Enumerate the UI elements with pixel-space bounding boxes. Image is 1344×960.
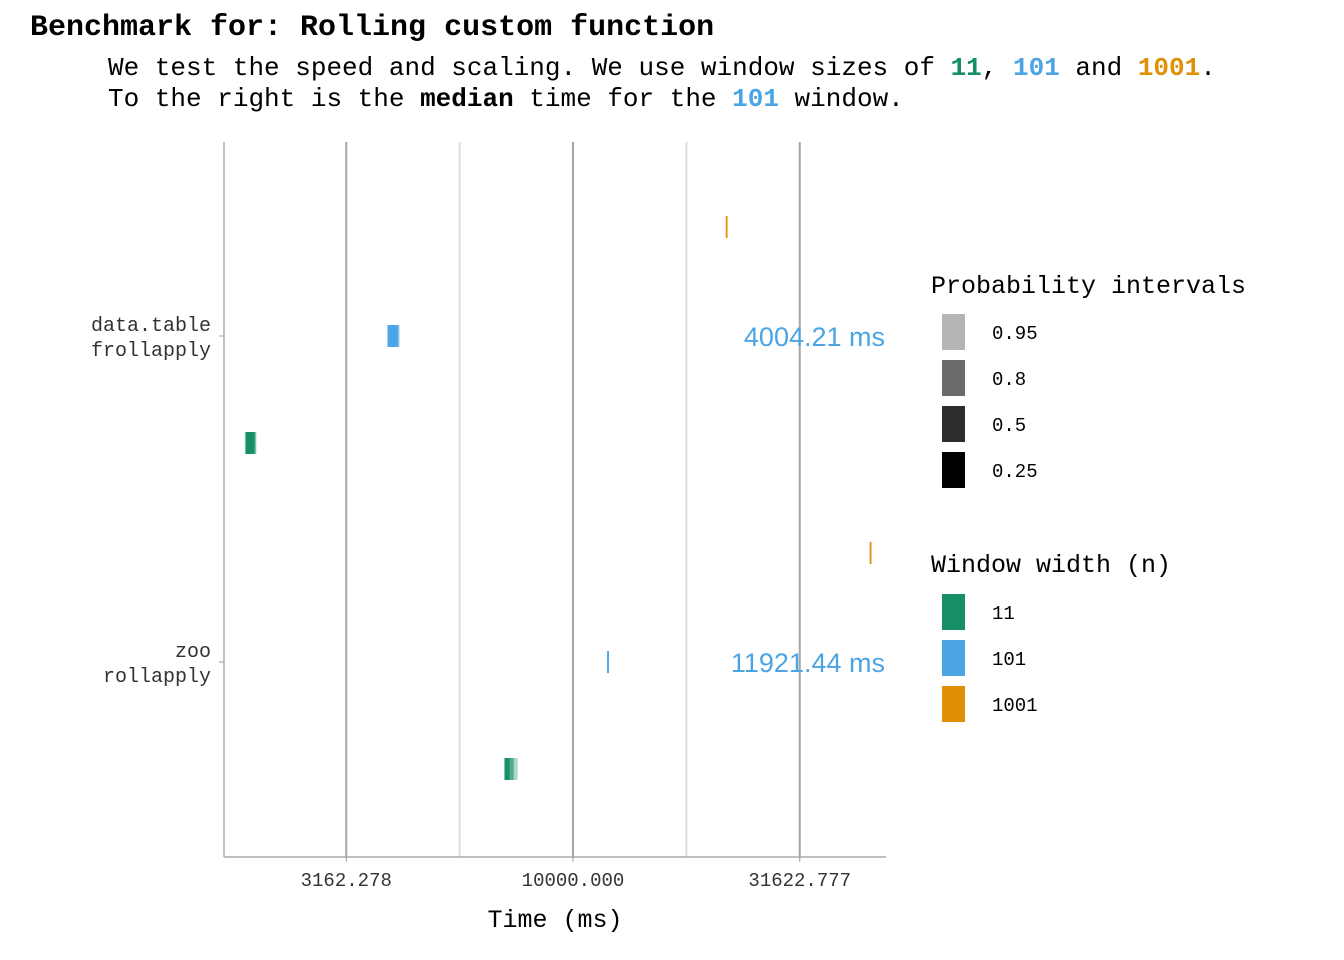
legend-probability-intervals: Probability intervals 0.95 0.8 0.5 0.25 bbox=[931, 272, 1246, 488]
legend-swatch bbox=[942, 360, 965, 396]
subtitle-window-11: 11 bbox=[951, 53, 982, 83]
subtitle-text: and bbox=[1060, 53, 1138, 83]
legend-label: 1001 bbox=[992, 695, 1038, 717]
subtitle-text: To the right is the bbox=[108, 84, 420, 114]
subtitle-text: window. bbox=[779, 84, 904, 114]
subtitle-text: , bbox=[982, 53, 1013, 83]
legend-swatch-101 bbox=[942, 640, 965, 676]
chart-subtitle-line2: To the right is the median time for the … bbox=[30, 84, 951, 114]
legend-swatch-11 bbox=[942, 594, 965, 630]
legend-label: 0.5 bbox=[992, 415, 1026, 437]
chart-title: Benchmark for: Rolling custom function bbox=[30, 11, 714, 45]
interval-bar-11 bbox=[505, 758, 509, 780]
x-tick-label: 10000.000 bbox=[522, 870, 625, 892]
y-tick-label: data.table bbox=[91, 315, 211, 338]
subtitle-text: . bbox=[1200, 53, 1216, 83]
median-label: 4004.21 ms bbox=[744, 322, 885, 352]
legend-title: Window width (n) bbox=[931, 551, 1171, 580]
y-tick-label: frollapply bbox=[91, 340, 211, 363]
legend-window-width: Window width (n) 11 101 1001 bbox=[931, 551, 1171, 722]
subtitle-text: We test the speed and scaling. We use wi… bbox=[108, 53, 951, 83]
subtitle-window-101: 101 bbox=[732, 84, 779, 114]
interval-bar-101 bbox=[607, 651, 609, 673]
interval-bar-1001 bbox=[726, 216, 728, 238]
legend-label: 0.8 bbox=[992, 369, 1026, 391]
legend-label: 0.95 bbox=[992, 323, 1038, 345]
plot-area: 3162.278 10000.000 31622.777 Time (ms) data.… bbox=[91, 142, 886, 935]
legend-title: Probability intervals bbox=[931, 272, 1246, 301]
legend-swatch-1001 bbox=[942, 686, 965, 722]
chart-subtitle-line1: We test the speed and scaling. We use wi… bbox=[30, 53, 1263, 83]
x-tick-label: 31622.777 bbox=[748, 870, 851, 892]
x-tick-label: 3162.278 bbox=[301, 870, 392, 892]
interval-bar-11 bbox=[246, 432, 254, 454]
subtitle-window-101: 101 bbox=[1013, 53, 1060, 83]
legend-swatch bbox=[942, 452, 965, 488]
interval-bar-1001 bbox=[869, 542, 872, 564]
subtitle-window-1001: 1001 bbox=[1138, 53, 1200, 83]
x-axis-label: Time (ms) bbox=[487, 906, 622, 935]
subtitle-text: time for the bbox=[514, 84, 732, 114]
legend-label: 101 bbox=[992, 649, 1026, 671]
y-tick-label: zoo bbox=[175, 641, 211, 664]
median-label: 11921.44 ms bbox=[731, 648, 885, 678]
legend-swatch bbox=[942, 314, 965, 350]
legend-label: 0.25 bbox=[992, 461, 1038, 483]
legend-label: 11 bbox=[992, 603, 1015, 625]
interval-bar-101 bbox=[388, 325, 397, 347]
legend-swatch bbox=[942, 406, 965, 442]
y-tick-label: rollapply bbox=[103, 666, 211, 689]
subtitle-median: median bbox=[420, 84, 514, 114]
